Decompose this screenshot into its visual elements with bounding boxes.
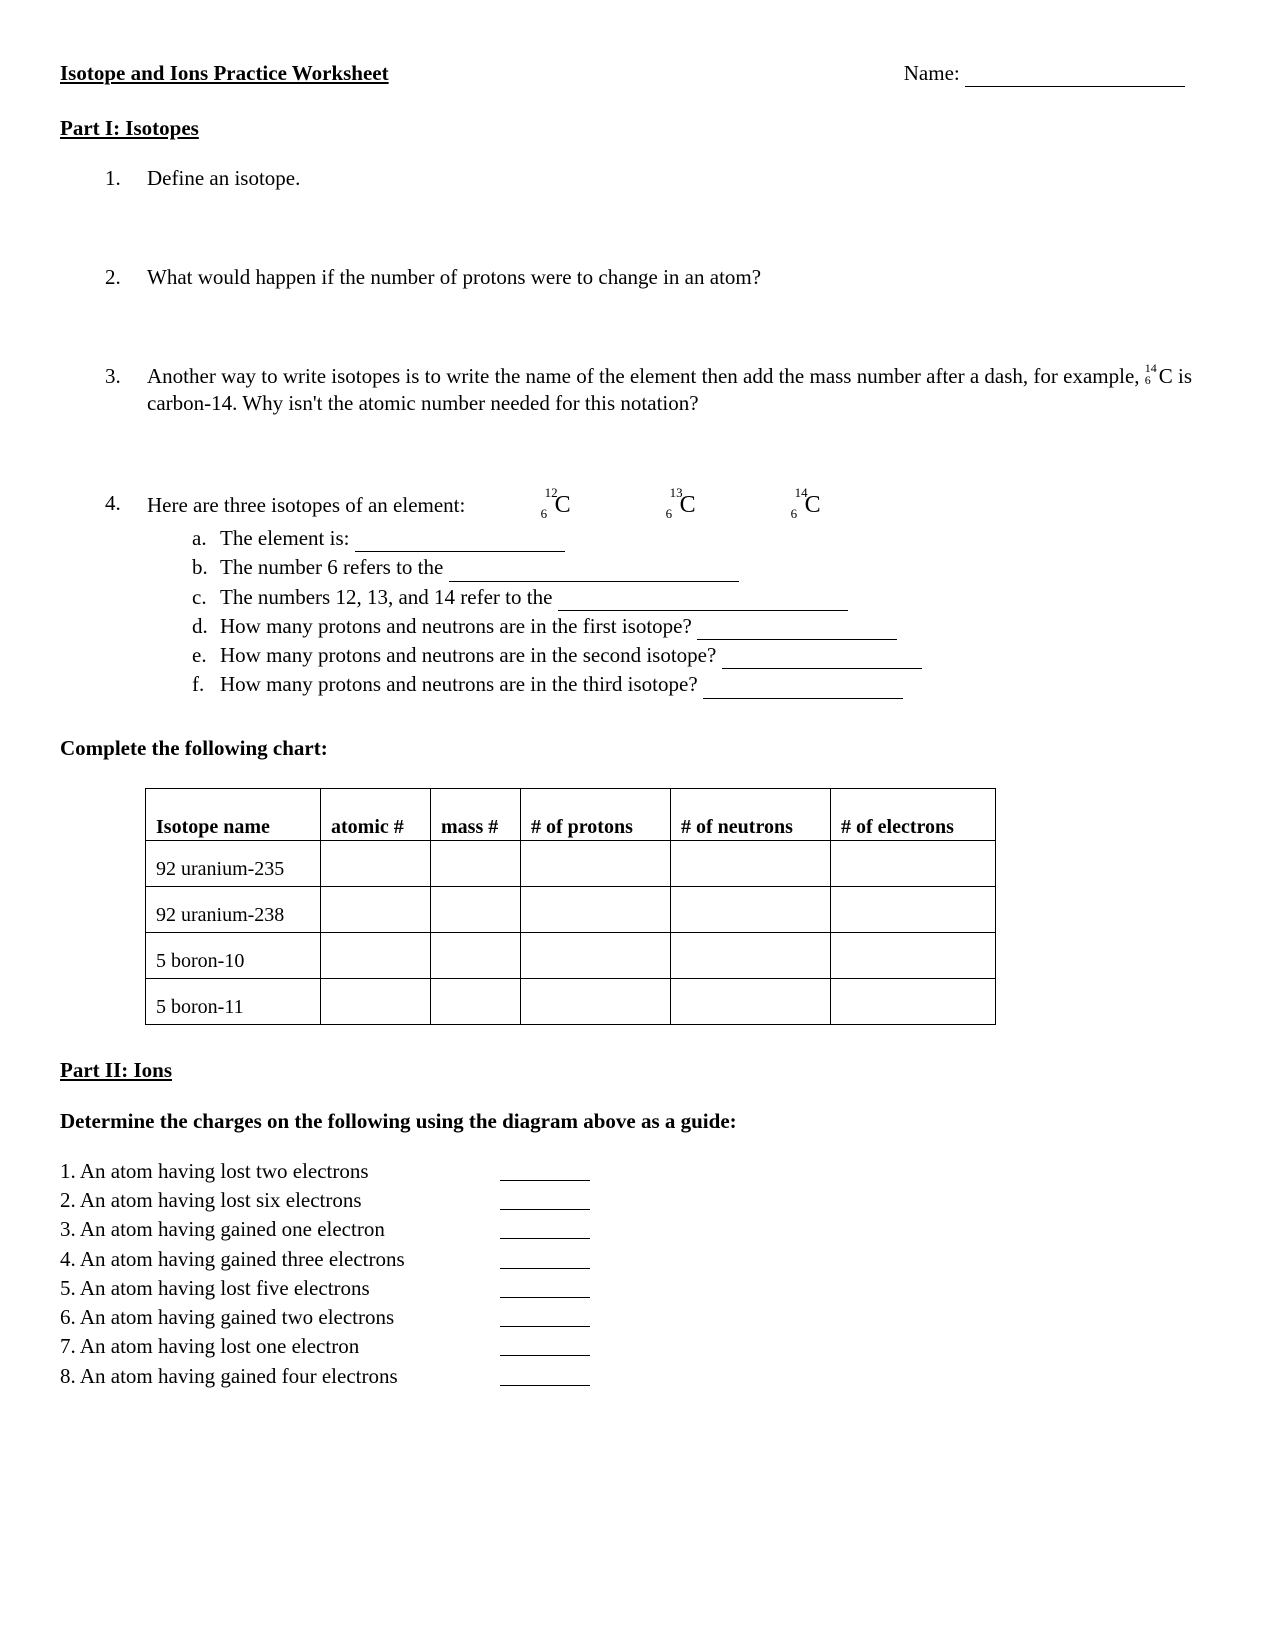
ion-blank[interactable]: [500, 1190, 590, 1210]
ion-blank[interactable]: [500, 1278, 590, 1298]
cell-electrons[interactable]: [831, 887, 996, 933]
q-number: 3.: [105, 363, 121, 390]
cell-mass[interactable]: [431, 933, 521, 979]
ion-item: 3. An atom having gained one electron: [60, 1216, 1215, 1243]
q-number: 4.: [105, 490, 121, 517]
part2-instruction: Determine the charges on the following u…: [60, 1108, 1215, 1135]
cell-protons[interactable]: [521, 841, 671, 887]
part2-heading: Part II: Ions: [60, 1057, 1215, 1084]
cell-isotope-name: 92 uranium-235: [146, 841, 321, 887]
question-4: 4. Here are three isotopes of an element…: [105, 490, 1215, 699]
table-row: 5 boron-10: [146, 933, 996, 979]
q4f-blank[interactable]: [703, 698, 903, 699]
table-body: 92 uranium-235 92 uranium-238 5 boron-10: [146, 841, 996, 1025]
ion-blank[interactable]: [500, 1161, 590, 1181]
q4e: e.How many protons and neutrons are in t…: [192, 642, 1215, 669]
q4b-blank[interactable]: [449, 581, 739, 582]
cell-neutrons[interactable]: [671, 933, 831, 979]
ion-blank[interactable]: [500, 1307, 590, 1327]
header: Isotope and Ions Practice Worksheet Name…: [60, 60, 1215, 87]
q4-intro: Here are three isotopes of an element:: [147, 493, 465, 517]
cell-electrons[interactable]: [831, 979, 996, 1025]
ion-item: 8. An atom having gained four electrons: [60, 1363, 1215, 1390]
ion-item: 4. An atom having gained three electrons: [60, 1246, 1215, 1273]
cell-mass[interactable]: [431, 979, 521, 1025]
cell-protons[interactable]: [521, 933, 671, 979]
chart-instruction: Complete the following chart:: [60, 735, 1215, 762]
isotope-c14: 146C: [791, 490, 821, 521]
q4e-blank[interactable]: [722, 668, 922, 669]
q4f: f.How many protons and neutrons are in t…: [192, 671, 1215, 698]
worksheet-page: Isotope and Ions Practice Worksheet Name…: [0, 0, 1275, 1651]
name-label: Name:: [904, 61, 960, 85]
table-row: 92 uranium-238: [146, 887, 996, 933]
q4a-blank[interactable]: [355, 551, 565, 552]
q1-text: Define an isotope.: [147, 166, 300, 190]
q4c-blank[interactable]: [558, 610, 848, 611]
table-row: 92 uranium-235: [146, 841, 996, 887]
isotope-c12: 126C: [541, 490, 571, 521]
q4d-blank[interactable]: [697, 639, 897, 640]
q4d: d.How many protons and neutrons are in t…: [192, 613, 1215, 640]
q4b: b.The number 6 refers to the: [192, 554, 1215, 581]
q4-subparts: a.The element is: b.The number 6 refers …: [147, 525, 1215, 699]
col-atomic-number: atomic #: [321, 789, 431, 841]
isotope-c14-inline: 146C: [1145, 363, 1173, 390]
cell-electrons[interactable]: [831, 933, 996, 979]
q-number: 2.: [105, 264, 121, 291]
col-electrons: # of electrons: [831, 789, 996, 841]
cell-neutrons[interactable]: [671, 841, 831, 887]
cell-isotope-name: 5 boron-10: [146, 933, 321, 979]
cell-mass[interactable]: [431, 841, 521, 887]
isotope-c13: 136C: [666, 490, 696, 521]
cell-protons[interactable]: [521, 979, 671, 1025]
ion-item: 6. An atom having gained two electrons: [60, 1304, 1215, 1331]
cell-protons[interactable]: [521, 887, 671, 933]
name-blank[interactable]: [965, 86, 1185, 87]
cell-atomic[interactable]: [321, 841, 431, 887]
ion-item: 5. An atom having lost five electrons: [60, 1275, 1215, 1302]
table-header-row: Isotope name atomic # mass # # of proton…: [146, 789, 996, 841]
isotope-table: Isotope name atomic # mass # # of proton…: [145, 788, 996, 1025]
question-1: 1. Define an isotope.: [105, 165, 1215, 192]
cell-electrons[interactable]: [831, 841, 996, 887]
col-mass-number: mass #: [431, 789, 521, 841]
cell-atomic[interactable]: [321, 933, 431, 979]
q-number: 1.: [105, 165, 121, 192]
part1-questions: 1. Define an isotope. 2. What would happ…: [60, 165, 1215, 699]
cell-mass[interactable]: [431, 887, 521, 933]
ion-blank[interactable]: [500, 1219, 590, 1239]
table-row: 5 boron-11: [146, 979, 996, 1025]
cell-atomic[interactable]: [321, 887, 431, 933]
ion-blank[interactable]: [500, 1249, 590, 1269]
q4c: c.The numbers 12, 13, and 14 refer to th…: [192, 584, 1215, 611]
worksheet-title: Isotope and Ions Practice Worksheet: [60, 60, 389, 87]
cell-isotope-name: 92 uranium-238: [146, 887, 321, 933]
col-neutrons: # of neutrons: [671, 789, 831, 841]
ion-blank[interactable]: [500, 1366, 590, 1386]
col-protons: # of protons: [521, 789, 671, 841]
isotope-row: 126C 136C 146C: [541, 490, 821, 521]
col-isotope-name: Isotope name: [146, 789, 321, 841]
question-3: 3. Another way to write isotopes is to w…: [105, 363, 1215, 418]
part1-heading: Part I: Isotopes: [60, 115, 1215, 142]
cell-neutrons[interactable]: [671, 887, 831, 933]
ion-blank[interactable]: [500, 1336, 590, 1356]
ion-item: 1. An atom having lost two electrons: [60, 1158, 1215, 1185]
ion-list: 1. An atom having lost two electrons 2. …: [60, 1158, 1215, 1390]
name-field: Name:: [904, 60, 1215, 87]
cell-neutrons[interactable]: [671, 979, 831, 1025]
question-2: 2. What would happen if the number of pr…: [105, 264, 1215, 291]
q3-pre: Another way to write isotopes is to writ…: [147, 364, 1145, 388]
q2-text: What would happen if the number of proto…: [147, 265, 761, 289]
ion-item: 7. An atom having lost one electron: [60, 1333, 1215, 1360]
q4a: a.The element is:: [192, 525, 1215, 552]
cell-isotope-name: 5 boron-11: [146, 979, 321, 1025]
cell-atomic[interactable]: [321, 979, 431, 1025]
ion-item: 2. An atom having lost six electrons: [60, 1187, 1215, 1214]
